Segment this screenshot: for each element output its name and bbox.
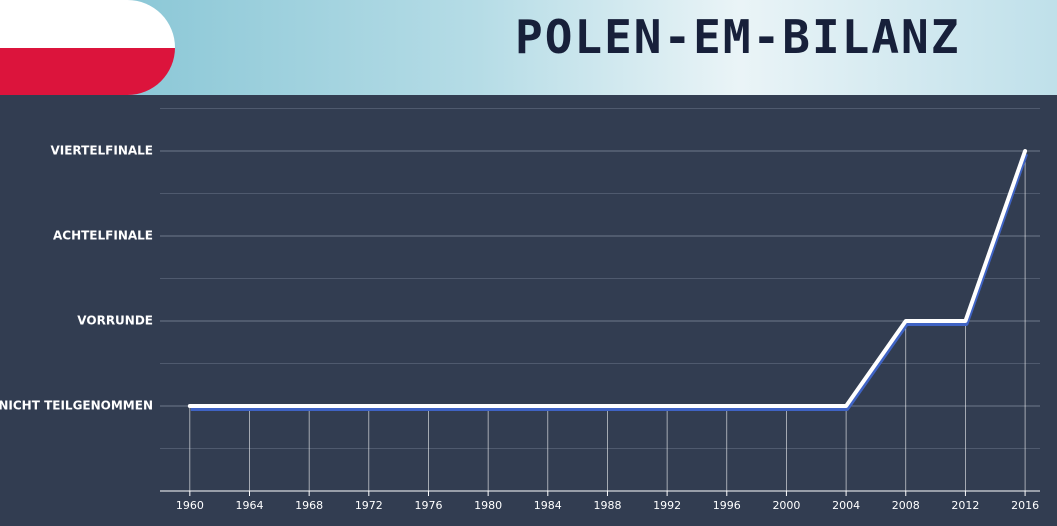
y-tick-label: VIERTELFINALE [50, 144, 153, 158]
chart-title: POLEN-EM-BILANZ [515, 10, 961, 64]
series-line [187, 149, 1028, 408]
x-tick-label: 1964 [235, 499, 263, 512]
x-tick-label: 1992 [653, 499, 681, 512]
x-tick-label: 1984 [534, 499, 562, 512]
x-tick-label: 1972 [355, 499, 383, 512]
poland-flag [0, 0, 175, 95]
line-shadow [190, 153, 1028, 411]
y-tick-label: VORRUNDE [77, 314, 153, 328]
x-tick-label: 2008 [892, 499, 920, 512]
y-tick-label: ACHTELFINALE [53, 229, 153, 243]
x-tick-label: 2016 [1011, 499, 1039, 512]
y-tick-label: NICHT TEILGENOMMEN [0, 399, 153, 413]
x-tick-label: 1976 [414, 499, 442, 512]
x-tick-label: 1988 [593, 499, 621, 512]
x-tick-label: 2000 [772, 499, 800, 512]
x-tick-label: 2004 [832, 499, 860, 512]
x-tick-label: 2012 [951, 499, 979, 512]
header: POLEN-EM-BILANZ [0, 0, 1057, 95]
x-tick-label: 1968 [295, 499, 323, 512]
x-tick-label: 1980 [474, 499, 502, 512]
x-tick-label: 1996 [713, 499, 741, 512]
x-tick-label: 1960 [176, 499, 204, 512]
